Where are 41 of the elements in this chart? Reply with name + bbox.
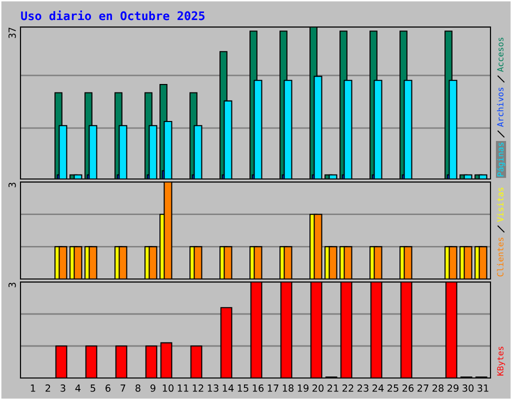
x-tick-label: 28 [432,384,444,392]
x-tick-label: 22 [342,384,354,392]
x-tick-label: 30 [462,384,474,392]
x-tick-label: 26 [402,384,414,392]
legend-label: Archivos [496,88,504,127]
x-tick-label: 15 [238,384,248,392]
x-tick-label: 2 [46,384,50,392]
x-tick-label: 1 [30,384,36,392]
x-tick-label: 3 [60,384,66,392]
x-tick-label: 21 [328,384,338,392]
x-tick-label: 29 [448,384,458,392]
x-tick-label: 25 [388,384,398,392]
x-tick-label: 23 [358,384,368,392]
x-tick-label: 10 [162,384,174,392]
chart-title: Uso diario en Octubre 2025 [21,10,204,20]
x-tick-label: 5 [90,384,96,392]
text: KBytes [497,346,506,376]
x-tick-label: 13 [208,384,218,392]
text: Clientes [496,238,504,276]
text: Visitas [496,188,504,222]
x-tick-label: 8 [136,384,140,392]
x-tick-label: 18 [282,384,294,392]
y-tick-label: 3 [8,182,16,188]
y-tick-label: 3 [8,282,16,288]
x-tick-label: 24 [372,384,384,392]
x-tick-label: 16 [252,384,264,392]
x-tick-label: 31 [478,384,488,392]
x-tick-label: 9 [150,384,156,392]
x-tick-label: 4 [75,384,81,392]
x-tick-label: 20 [312,384,324,392]
x-tick-label: 12 [192,384,204,392]
x-tick-label: 7 [120,384,126,392]
x-tick-label: 14 [222,384,234,392]
text: Accesos [497,38,504,72]
x-tick-label: 27 [418,384,428,392]
x-tick-label: 19 [298,384,308,392]
x-tick-label: 11 [178,384,188,392]
y-tick-label: 37 [8,28,16,38]
x-tick-label: 17 [268,384,278,392]
legend-label: Páginas [496,142,506,176]
x-tick-label: 6 [106,384,110,392]
